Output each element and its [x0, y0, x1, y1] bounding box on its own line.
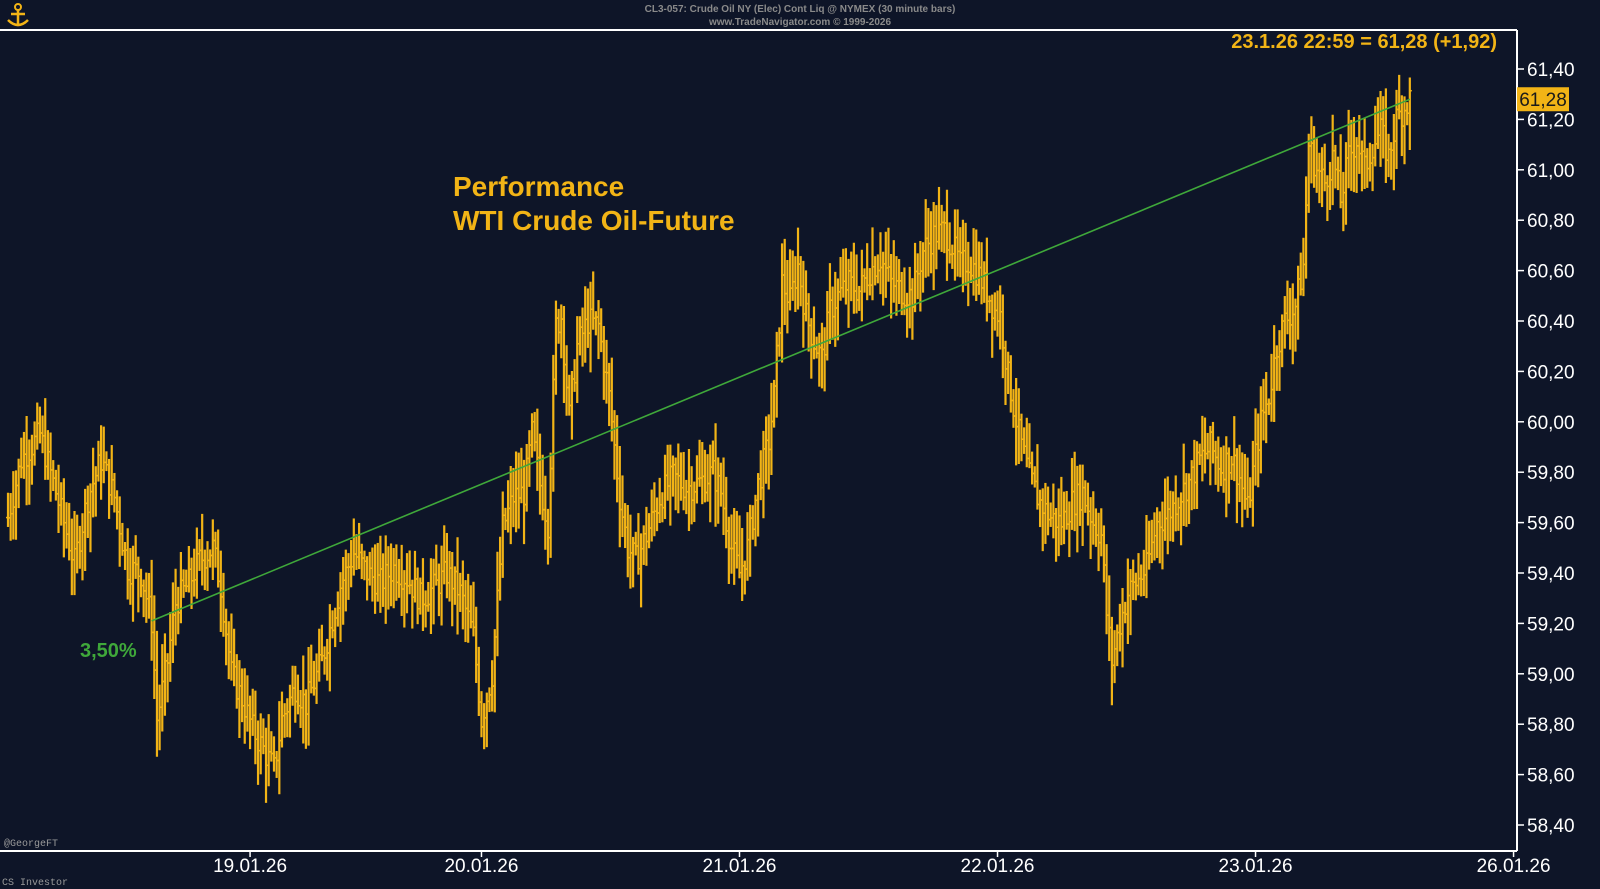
- watermark-text: CS Investor: [2, 878, 68, 889]
- y-tick-label: 61,20: [1527, 110, 1575, 131]
- y-tick-label: 58,80: [1527, 715, 1575, 736]
- y-tick-label: 61,40: [1527, 60, 1575, 81]
- x-tick-label: 20.01.26: [444, 856, 518, 877]
- y-tick-label: 58,40: [1527, 816, 1575, 837]
- y-tick-label: 60,60: [1527, 262, 1575, 283]
- y-tick-label: 61,00: [1527, 161, 1575, 182]
- trendline-percent-label: 3,50%: [80, 640, 137, 662]
- ohlc-bar: [1407, 77, 1412, 150]
- x-tick-label: 22.01.26: [961, 856, 1035, 877]
- price-bars: [6, 74, 1412, 803]
- chart-header-line2: www.TradeNavigator.com © 1999-2026: [708, 17, 892, 28]
- x-tick-label: 26.01.26: [1477, 856, 1551, 877]
- y-tick-label: 60,00: [1527, 413, 1575, 434]
- last-price-marker-text: 61,28: [1519, 90, 1567, 111]
- x-axis-ticks: 19.01.26 20.01.26 21.01.26 22.01.26 23.01.26…: [213, 851, 1551, 877]
- y-tick-label: 59,40: [1527, 564, 1575, 585]
- y-axis-ticks: 61,40 61,20 61,00 60,80 60,60 60,40 60,20 60,00…: [1517, 60, 1575, 837]
- y-tick-label: 59,20: [1527, 614, 1575, 635]
- chart-title-line2: WTI Crude Oil-Future: [453, 205, 735, 236]
- chart-title-line1: Performance: [453, 171, 624, 202]
- x-tick-label: 19.01.26: [213, 856, 287, 877]
- x-tick-label: 23.01.26: [1219, 856, 1293, 877]
- y-tick-label: 59,80: [1527, 463, 1575, 484]
- chart-header-line1: CL3-057: Crude Oil NY (Elec) Cont Liq @ …: [645, 4, 956, 15]
- trend-line: [151, 98, 1411, 622]
- x-tick-label: 21.01.26: [703, 856, 777, 877]
- last-price-marker-box: [1517, 87, 1569, 112]
- last-value-label: 23.1.26 22:59 = 61,28 (+1,92): [1231, 31, 1497, 53]
- y-tick-label: 58,60: [1527, 766, 1575, 787]
- y-tick-label: 59,60: [1527, 514, 1575, 535]
- last-price-marker: 61,28: [1517, 87, 1569, 112]
- y-tick-label: 60,20: [1527, 362, 1575, 383]
- y-tick-label: 60,40: [1527, 312, 1575, 333]
- y-tick-label: 60,80: [1527, 211, 1575, 232]
- y-tick-label: 59,00: [1527, 665, 1575, 686]
- signature-text: @GeorgeFT: [4, 838, 58, 850]
- anchor-icon: [7, 3, 29, 27]
